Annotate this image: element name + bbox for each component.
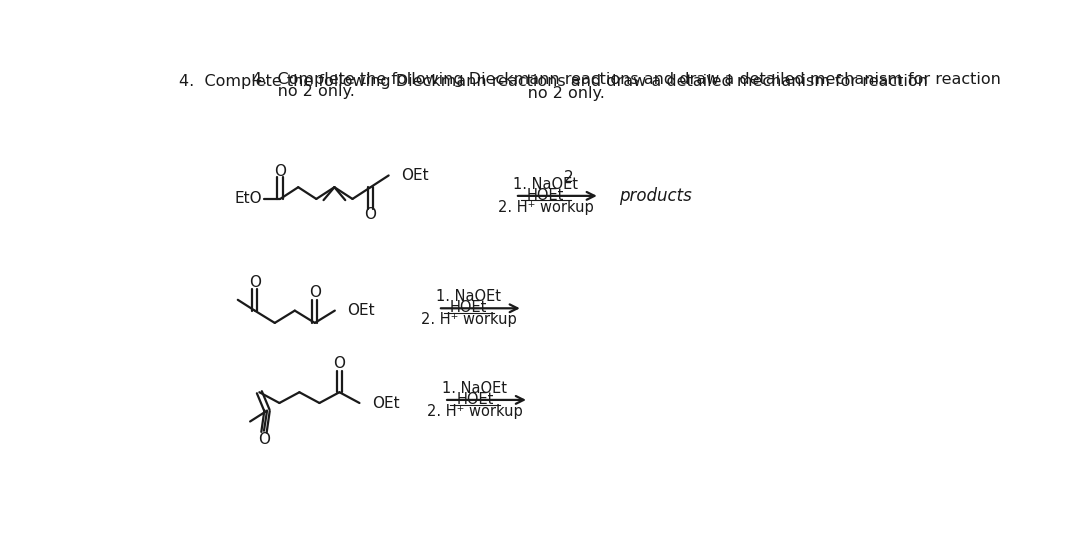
Text: HOEt: HOEt (450, 300, 487, 315)
Text: 4.  Complete the following Dieckmann reactions and draw a detailed mechanism for: 4. Complete the following Dieckmann reac… (252, 72, 1000, 87)
Text: O: O (365, 208, 377, 223)
Text: O: O (248, 274, 260, 289)
Text: EtO: EtO (234, 192, 262, 207)
Text: HOEt: HOEt (527, 188, 565, 203)
Text: O: O (309, 285, 321, 300)
Text: OEt: OEt (372, 395, 400, 410)
Text: 1. NaOEt: 1. NaOEt (443, 381, 508, 396)
Text: products: products (619, 187, 691, 205)
Text: 2. H⁺ workup: 2. H⁺ workup (427, 404, 523, 419)
Text: 4.  Complete the following Dieckmann reactions and draw a detailed mechanism for: 4. Complete the following Dieckmann reac… (179, 74, 928, 89)
Text: O: O (258, 432, 270, 447)
Text: 2. H⁺ workup: 2. H⁺ workup (498, 200, 594, 215)
Text: 2. H⁺ workup: 2. H⁺ workup (421, 312, 516, 327)
Text: 1. NaOEt: 1. NaOEt (513, 177, 578, 192)
Text: O: O (274, 164, 286, 179)
Text: 1. NaOEt: 1. NaOEt (436, 289, 501, 304)
Text: no 2 only.: no 2 only. (252, 85, 354, 100)
Text: O: O (334, 356, 346, 371)
Text: 2: 2 (564, 170, 573, 185)
Text: OEt: OEt (347, 303, 375, 318)
Text: OEt: OEt (401, 168, 429, 183)
Text: no 2 only.: no 2 only. (502, 86, 605, 101)
Text: HOEt: HOEt (456, 392, 494, 407)
